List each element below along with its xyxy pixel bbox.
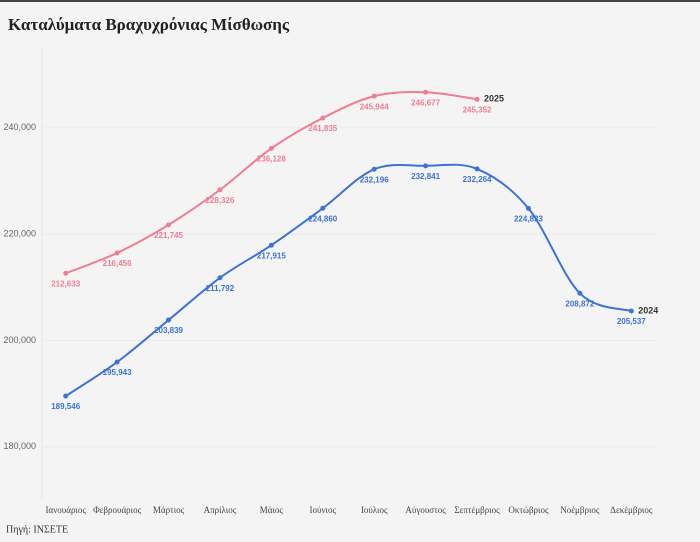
value-label: 232,264 — [463, 175, 492, 184]
value-label: 212,633 — [51, 279, 80, 288]
point — [320, 115, 326, 121]
point — [166, 317, 172, 323]
x-tick-label: Αύγουστος — [405, 505, 446, 515]
point — [63, 393, 69, 399]
point — [474, 166, 480, 172]
point — [423, 89, 429, 95]
point — [114, 359, 120, 365]
x-tick-label: Σεπτέμβριος — [454, 505, 500, 515]
point — [474, 96, 480, 102]
x-tick-label: Δεκέμβριος — [610, 505, 653, 515]
x-tick-label: Φεβρουάριος — [93, 505, 142, 515]
x-tick-label: Ιούλιος — [361, 505, 388, 515]
point — [166, 222, 172, 228]
value-label: 232,841 — [411, 172, 440, 181]
point — [217, 187, 223, 193]
value-label: 232,196 — [360, 175, 389, 184]
point — [577, 290, 583, 296]
x-tick-label: Απρίλιος — [204, 505, 237, 515]
value-label: 203,839 — [154, 326, 183, 335]
value-label: 195,943 — [103, 368, 132, 377]
x-tick-label: Ιανουάριος — [45, 505, 86, 515]
value-label: 245,944 — [360, 102, 389, 111]
value-label: 221,745 — [154, 231, 183, 240]
point — [628, 308, 634, 314]
line — [65, 163, 632, 397]
x-tick-label: Νοέμβριος — [560, 505, 600, 515]
source: Πηγή: ΙΝΣΕΤΕ — [6, 524, 68, 535]
value-label: 228,326 — [205, 196, 234, 205]
point — [114, 250, 120, 256]
value-label: 245,352 — [463, 105, 492, 114]
value-label: 224,833 — [514, 215, 543, 224]
value-label: 236,128 — [257, 154, 286, 163]
y-tick-label: 180,000 — [3, 441, 36, 451]
value-label: 217,915 — [257, 251, 286, 260]
y-tick-label: 200,000 — [3, 335, 36, 345]
value-label: 189,546 — [51, 402, 80, 411]
y-tick-label: 240,000 — [3, 122, 36, 132]
x-tick-label: Οκτώβριος — [508, 505, 549, 515]
x-tick-label: Μάρτιος — [153, 505, 185, 515]
x-tick-label: Μάιος — [260, 505, 284, 515]
point — [423, 163, 429, 169]
point — [371, 166, 377, 172]
value-label: 208,872 — [565, 299, 594, 308]
point — [525, 205, 531, 211]
point — [217, 275, 223, 281]
point — [63, 270, 69, 276]
value-label: 224,860 — [308, 214, 337, 223]
value-label: 241,835 — [308, 124, 337, 133]
y-tick-label: 220,000 — [3, 228, 36, 238]
point — [320, 205, 326, 211]
point — [268, 242, 274, 248]
x-tick-label: Ιούνιος — [310, 505, 337, 515]
series-label: 2025 — [484, 94, 504, 104]
value-label: 205,537 — [617, 317, 646, 326]
point — [268, 145, 274, 151]
value-label: 246,677 — [411, 98, 440, 107]
value-label: 216,456 — [103, 259, 132, 268]
series-label: 2024 — [638, 305, 658, 315]
point — [371, 93, 377, 99]
chart-title: Καταλύματα Βραχυχρόνιας Μίσθωσης — [8, 15, 290, 34]
value-label: 211,792 — [206, 284, 235, 293]
